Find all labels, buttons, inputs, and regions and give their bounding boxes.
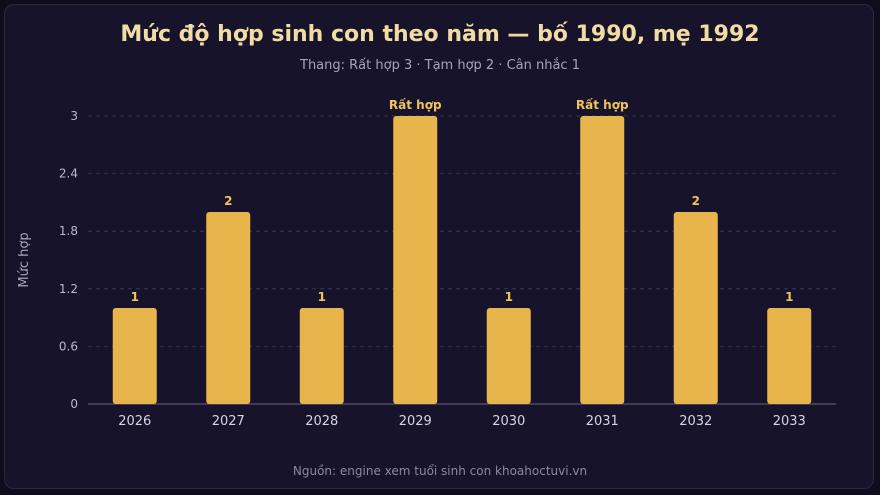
bar-2031 [580,116,625,404]
bar-2026 [112,308,157,404]
x-tick-label: 2030 [492,414,525,429]
bar-2030 [486,308,531,404]
x-tick-label: 2029 [399,414,432,429]
data-label-2028: 1 [318,290,326,304]
y-tick-label: 3 [70,109,78,123]
chart-frame [4,4,874,489]
x-tick-label: 2027 [212,414,245,429]
data-label-2027: 2 [224,194,232,208]
x-tick-label: 2031 [586,414,619,429]
x-tick-label: 2028 [305,414,338,429]
data-label-2030: 1 [505,290,513,304]
chart-title: Mức độ hợp sinh con theo năm — bố 1990, … [120,22,760,47]
source-note: Nguồn: engine xem tuổi sinh con khoahoct… [292,464,588,478]
x-tick-label: 2032 [679,414,712,429]
chart-subtitle: Thang: Rất hợp 3 · Tạm hợp 2 · Cân nhắc … [300,58,580,73]
bar-2033 [767,308,812,404]
data-label-2029: Rất hợp [389,98,442,112]
data-label-2026: 1 [131,290,139,304]
data-label-2031: Rất hợp [576,98,629,112]
y-tick-label: 0 [70,397,78,411]
y-axis-label: Mức hợp [17,232,32,287]
y-tick-label: 2.4 [59,167,78,181]
y-tick-label: 1.2 [59,282,78,296]
bar-2032 [673,212,718,404]
bar-2028 [299,308,344,404]
data-label-2032: 2 [692,194,700,208]
y-tick-label: 0.6 [59,339,78,353]
bar-2029 [393,116,438,404]
x-tick-label: 2033 [773,414,806,429]
y-tick-label: 1.8 [59,224,78,238]
bar-2027 [206,212,251,404]
x-tick-label: 2026 [118,414,151,429]
data-label-2033: 1 [785,290,793,304]
